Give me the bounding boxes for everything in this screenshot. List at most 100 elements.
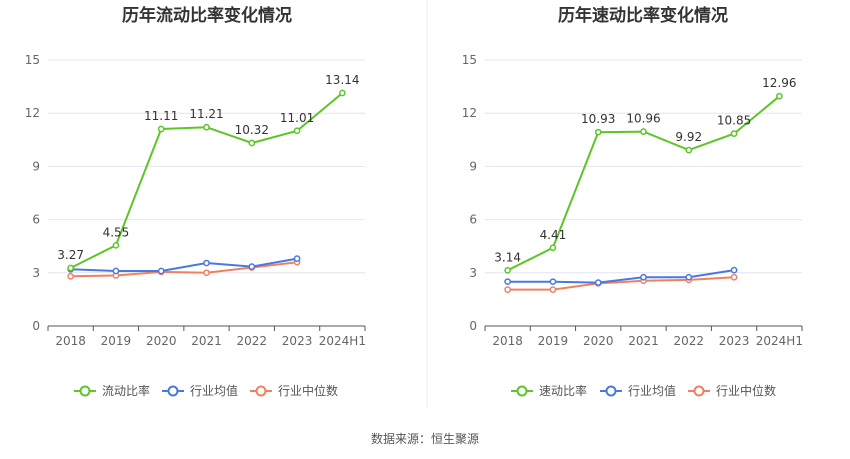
- chart-panel-1: 历年流动比率变化情况 0 3 6 9 12 15 2018 2019 2020 2021 2022 20…: [25, 5, 366, 398]
- data-point: [549, 244, 557, 252]
- data-point: [293, 127, 301, 135]
- data-point: [730, 130, 738, 137]
- legend-marker: [605, 385, 617, 397]
- data-label: 3.14: [494, 250, 521, 264]
- y-tick-label: 12: [462, 106, 477, 120]
- data-point: [776, 92, 783, 100]
- data-point: [293, 255, 301, 262]
- data-label: 10.85: [717, 114, 751, 128]
- x-tick-label: 2021: [191, 334, 222, 348]
- y-tick-label: 0: [469, 319, 477, 333]
- series-line: [70, 257, 298, 272]
- x-tick-label: 2018: [492, 334, 523, 348]
- data-label: 10.32: [235, 123, 269, 137]
- data-point: [504, 278, 511, 286]
- series-line: [507, 276, 735, 291]
- series-2: [504, 273, 738, 293]
- data-point: [730, 266, 738, 274]
- data-label: 10.93: [581, 112, 615, 126]
- x-tick-label: 2019: [538, 334, 569, 348]
- y-tick-label: 9: [32, 159, 40, 173]
- data-point: [685, 146, 693, 154]
- legend: 速动比率 行业均值 行业中位数: [511, 383, 776, 398]
- data-label: 9.92: [675, 130, 702, 144]
- data-point: [67, 264, 74, 272]
- data-point: [248, 139, 256, 147]
- data-label: 13.14: [325, 73, 359, 87]
- y-tick-label: 3: [32, 266, 40, 280]
- data-point: [203, 123, 210, 131]
- y-tick-label: 12: [25, 106, 40, 120]
- y-tick-label: 6: [32, 213, 40, 227]
- y-tick-label: 15: [25, 53, 40, 67]
- x-tick-label: 2022: [674, 334, 705, 348]
- x-tick-label: 2021: [628, 334, 659, 348]
- data-point: [549, 286, 557, 293]
- series-0: 3.27 4.55 11.11 11.21 10.32 11.01 13.14: [57, 73, 360, 272]
- data-point: [549, 278, 557, 286]
- chart-panel-2: 历年速动比率变化情况 0 3 6 9 12 15 2018 2019 2020 2021 2022 20…: [462, 5, 803, 398]
- legend-item[interactable]: 行业中位数: [688, 383, 776, 398]
- x-tick-label: 2020: [583, 334, 614, 348]
- data-point: [594, 128, 602, 136]
- data-point: [112, 241, 120, 249]
- data-point: [203, 269, 210, 277]
- data-point: [112, 267, 120, 275]
- x-tick-label: 2023: [282, 334, 313, 348]
- legend-label: 行业中位数: [278, 383, 338, 398]
- legend-label: 行业中位数: [716, 383, 776, 398]
- x-tick-label: 2024H1: [319, 334, 366, 348]
- legend-marker: [693, 385, 705, 397]
- data-point: [640, 128, 647, 135]
- x-tick-label: 2024H1: [756, 334, 803, 348]
- legend-label: 行业均值: [190, 383, 238, 398]
- data-point: [157, 267, 165, 275]
- chart-title: 历年速动比率变化情况: [558, 5, 728, 26]
- data-label: 12.96: [762, 76, 796, 90]
- legend-label: 速动比率: [539, 383, 587, 398]
- data-point: [685, 273, 693, 281]
- data-point: [730, 273, 738, 281]
- data-label: 11.01: [280, 111, 314, 125]
- series-1: [504, 266, 738, 286]
- y-tick-label: 9: [469, 159, 477, 173]
- data-point: [157, 125, 165, 133]
- legend-label: 流动比率: [102, 383, 150, 398]
- legend-marker: [516, 385, 528, 397]
- data-point: [504, 286, 511, 293]
- legend-item[interactable]: 行业均值: [162, 383, 238, 398]
- series-line: [507, 269, 735, 284]
- legend-item[interactable]: 流动比率: [74, 383, 150, 398]
- data-point: [504, 266, 511, 274]
- data-point: [640, 273, 647, 281]
- data-point: [67, 272, 74, 280]
- data-point: [594, 279, 602, 286]
- data-label: 11.11: [144, 109, 178, 123]
- data-label: 3.27: [57, 248, 84, 262]
- data-point: [248, 263, 256, 270]
- data-label: 4.41: [540, 228, 567, 242]
- legend-item[interactable]: 行业中位数: [250, 383, 338, 398]
- series-line: [70, 261, 298, 278]
- legend-marker: [167, 385, 179, 397]
- series-1: [67, 255, 301, 275]
- y-tick-label: 15: [462, 53, 477, 67]
- legend-label: 行业均值: [628, 383, 676, 398]
- data-label: 11.21: [189, 107, 223, 121]
- legend-item[interactable]: 速动比率: [511, 383, 587, 398]
- chart-title: 历年流动比率变化情况: [122, 5, 292, 26]
- data-label: 10.96: [626, 112, 660, 126]
- x-tick-label: 2022: [237, 334, 268, 348]
- y-tick-label: 3: [469, 266, 477, 280]
- legend-marker: [255, 385, 267, 397]
- x-tick-label: 2018: [55, 334, 86, 348]
- series-2: [67, 258, 301, 280]
- legend-item[interactable]: 行业均值: [600, 383, 676, 398]
- legend: 流动比率 行业均值 行业中位数: [74, 383, 338, 398]
- y-tick-label: 6: [469, 213, 477, 227]
- data-point: [339, 89, 346, 97]
- data-point: [203, 259, 210, 267]
- source-note: 数据来源：恒生聚源: [371, 431, 479, 446]
